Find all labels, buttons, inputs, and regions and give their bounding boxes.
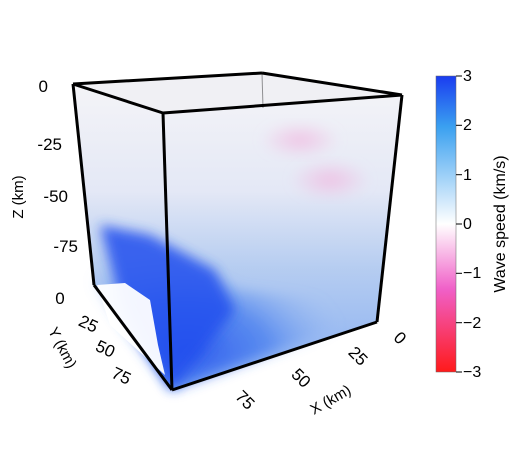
y-tick: 50 (93, 336, 118, 361)
colorbar (435, 75, 457, 373)
z-tick: -25 (37, 135, 62, 154)
y-tick: 0 (55, 289, 64, 308)
y-tick: 75 (109, 363, 134, 388)
colorbar-tick: −3 (463, 364, 481, 381)
hidden-edge (261, 72, 264, 109)
colorbar-tick: 3 (463, 68, 472, 85)
z-tick: 0 (39, 77, 48, 96)
x-tick: 75 (231, 387, 258, 414)
colorbar-tick: 2 (463, 117, 472, 134)
x-tick: 0 (390, 328, 410, 348)
colorbar-tick: 0 (463, 216, 472, 233)
y-tick: 25 (76, 311, 101, 336)
cube-edges (71, 71, 404, 392)
colorbar-label: Wave speed (km/s) (492, 155, 509, 292)
colorbar-tick: −2 (463, 315, 481, 332)
colorbar-tick: −1 (463, 265, 481, 282)
z-tick: -75 (53, 237, 78, 256)
x-axis-label: X (km) (307, 382, 354, 419)
volume-render (73, 73, 402, 390)
z-axis-label: Z (km) (10, 175, 27, 218)
x-tick: 50 (287, 365, 314, 392)
x-tick: 25 (344, 343, 371, 370)
colorbar-tick: 1 (463, 167, 472, 184)
colorbar-ticks (456, 75, 462, 373)
z-tick: -50 (43, 187, 68, 206)
y-axis-label: Y (km) (44, 325, 80, 372)
